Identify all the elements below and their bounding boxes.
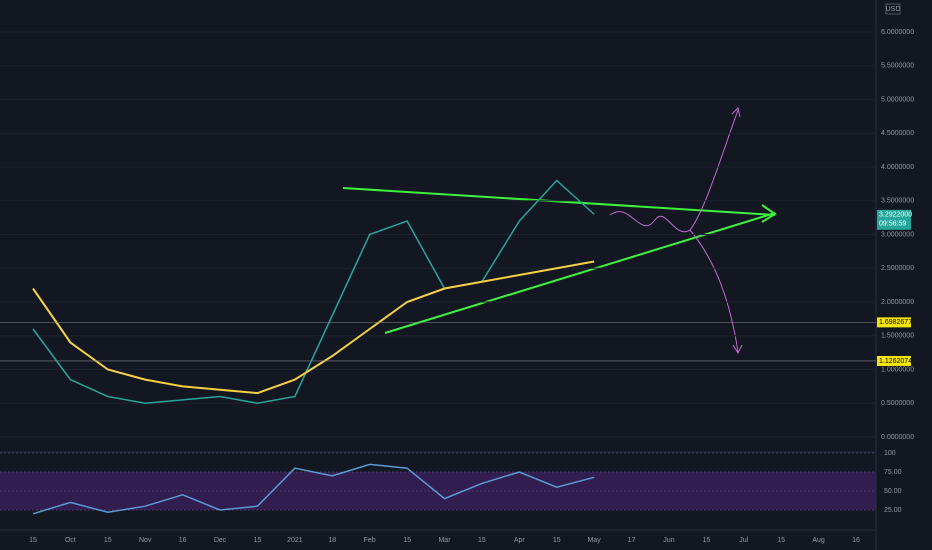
x-tick-label: 15 xyxy=(478,537,486,544)
x-tick-label: Dec xyxy=(214,537,227,544)
x-tick-label: 15 xyxy=(553,537,561,544)
x-tick-label: May xyxy=(588,537,602,544)
x-tick-label: 16 xyxy=(852,537,860,544)
y-tick-label: 4.0000000 xyxy=(881,164,914,171)
x-tick-label: Oct xyxy=(65,537,76,544)
oscillator-tick-label: 25.00 xyxy=(884,507,902,514)
x-tick-label: Nov xyxy=(139,537,152,544)
y-tick-label: 3.0000000 xyxy=(881,231,914,238)
x-tick-label: Jun xyxy=(663,537,674,544)
countdown: 09:56:59 xyxy=(879,221,906,228)
oscillator-line xyxy=(32,463,595,515)
x-tick-label: Jul xyxy=(739,537,748,544)
oscillator-tick-label: 100 xyxy=(884,450,896,457)
trend-line xyxy=(384,212,776,334)
projection xyxy=(609,109,739,233)
x-tick-label: 17 xyxy=(628,537,636,544)
price-label-box xyxy=(877,209,911,230)
x-tick-label: 16 xyxy=(179,537,187,544)
arrow-head xyxy=(731,107,741,118)
trend-line xyxy=(342,187,776,216)
price-line xyxy=(32,179,595,405)
price-line xyxy=(32,260,595,395)
level-label-box xyxy=(877,355,911,366)
currency-box xyxy=(885,3,901,15)
y-tick-label: 0.5000000 xyxy=(881,400,914,407)
arrow-head xyxy=(761,204,777,223)
currency: USD xyxy=(886,6,901,13)
y-tick-label: 1.5000000 xyxy=(881,333,914,340)
x-tick-label: 18 xyxy=(328,537,336,544)
level-label-box xyxy=(877,317,911,328)
y-tick-label: 4.5000000 xyxy=(881,130,914,137)
oscillator-tick-label: 50.00 xyxy=(884,488,902,495)
arrow-head xyxy=(732,344,743,355)
y-tick-label: 5.5000000 xyxy=(881,63,914,70)
y-tick-label: 0.0000000 xyxy=(881,434,914,441)
y-tick-label: 2.5000000 xyxy=(881,265,914,272)
y-tick-label: 2.0000000 xyxy=(881,299,914,306)
x-tick-label: 15 xyxy=(403,537,411,544)
x-tick-label: Feb xyxy=(364,537,376,544)
x-tick-label: 15 xyxy=(777,537,785,544)
x-tick-label: 15 xyxy=(104,537,112,544)
y-tick-label: 3.5000000 xyxy=(881,198,914,205)
x-tick-label: Aug xyxy=(812,537,825,544)
x-tick-label: Mar xyxy=(438,537,451,544)
oscillator-tick-label: 75.00 xyxy=(884,469,902,476)
projection xyxy=(689,229,739,353)
x-tick-label: Apr xyxy=(514,537,526,544)
x-tick-label: 15 xyxy=(254,537,262,544)
x-tick-label: 15 xyxy=(29,537,37,544)
level-label: 1.6982677 xyxy=(879,319,912,326)
x-tick-label: 2021 xyxy=(287,537,303,544)
y-tick-label: 6.0000000 xyxy=(881,29,914,36)
price-label: 3.2922000 xyxy=(879,212,912,219)
y-tick-label: 5.0000000 xyxy=(881,96,914,103)
y-tick-label: 1.0000000 xyxy=(881,366,914,373)
level-label: 1.1262074 xyxy=(879,358,912,365)
oscillator-band xyxy=(0,472,876,510)
x-tick-label: 15 xyxy=(702,537,710,544)
